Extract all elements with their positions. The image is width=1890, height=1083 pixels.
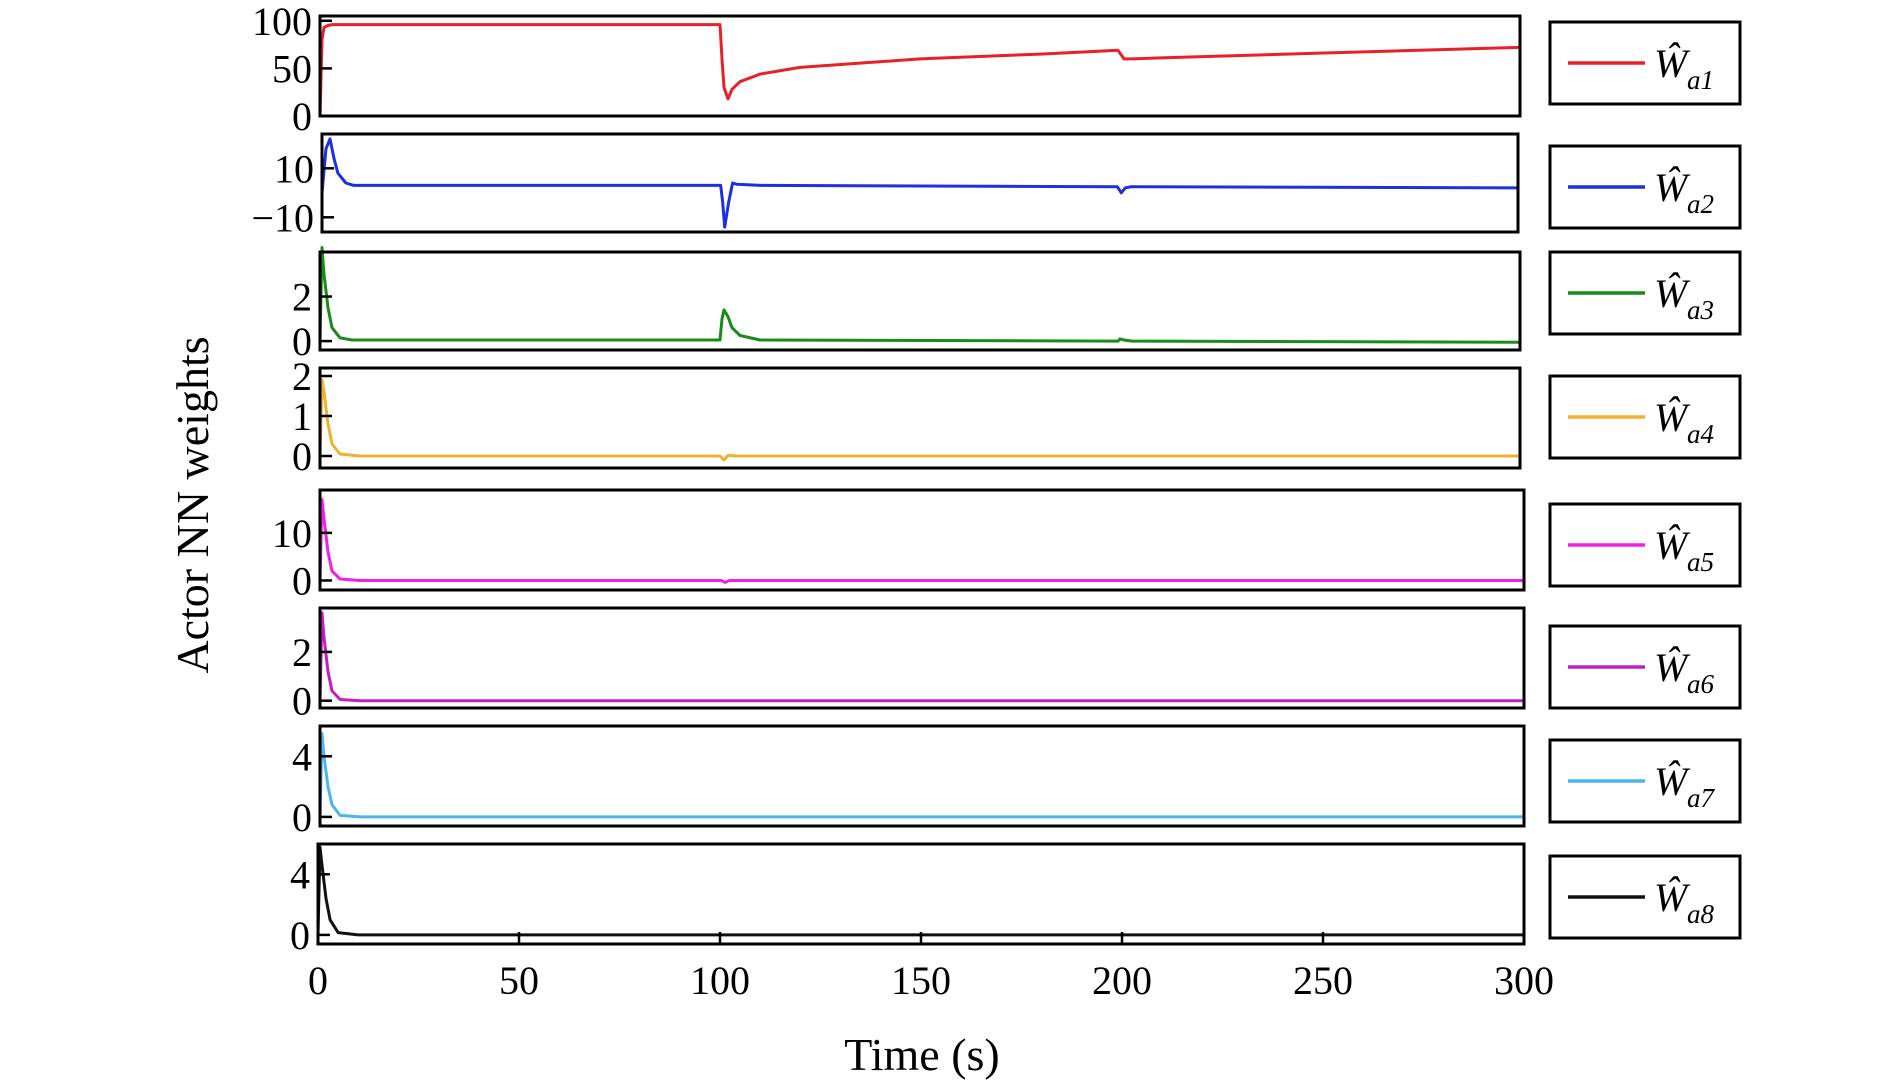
axes-frame-5 [318, 488, 1526, 592]
y-tick-label: 50 [272, 46, 312, 91]
legend-subscript: a4 [1687, 419, 1714, 449]
panel-6: 02 [292, 606, 1526, 724]
x-tick-label: 200 [1092, 958, 1152, 1003]
panel-7: 04 [292, 724, 1526, 840]
legend-label: Ŵ [1654, 645, 1691, 690]
x-tick-label: 50 [499, 958, 539, 1003]
legend-label: Ŵ [1654, 759, 1691, 804]
axes-frame-7 [318, 724, 1526, 828]
panel-8: 04 [290, 842, 1526, 958]
series-line-1 [318, 23, 1521, 117]
series-line-7 [318, 732, 1524, 819]
legend-subscript: a5 [1687, 547, 1714, 577]
legend-subscript: a2 [1687, 189, 1714, 219]
axes-frame-4 [318, 366, 1522, 470]
y-tick-label: −10 [251, 195, 314, 240]
series-line-4 [318, 378, 1520, 462]
legend-label: Ŵ [1654, 271, 1691, 316]
y-tick-label: 2 [292, 275, 312, 320]
series-line-2 [320, 137, 1519, 229]
legend-label: Ŵ [1654, 395, 1691, 440]
series-line-8 [316, 845, 1524, 937]
legend-subscript: a8 [1687, 899, 1715, 929]
y-tick-label: 0 [292, 795, 312, 840]
legend-subscript: a1 [1687, 65, 1714, 95]
series-line-5 [318, 498, 1524, 584]
y-tick-label: 0 [292, 558, 312, 603]
x-tick-label: 250 [1293, 958, 1353, 1003]
panel-4: 012 [292, 354, 1522, 479]
y-tick-label: 0 [292, 94, 312, 139]
y-tick-label: 4 [292, 734, 312, 779]
series-line-6 [318, 611, 1524, 703]
axes-frame-3 [318, 250, 1522, 352]
axes-frame-2 [320, 132, 1520, 234]
legend-subscript: a6 [1687, 669, 1715, 699]
x-axis-label: Time (s) [844, 1029, 1000, 1080]
y-tick-label: 1 [292, 394, 312, 439]
y-tick-label: 2 [292, 354, 312, 399]
legend-subscript: a3 [1687, 295, 1714, 325]
legend-label: Ŵ [1654, 41, 1691, 86]
y-tick-label: 0 [292, 434, 312, 479]
legend-label: Ŵ [1654, 875, 1691, 920]
axes-frame-6 [318, 606, 1526, 710]
x-tick-label: 300 [1494, 958, 1554, 1003]
y-tick-label: 4 [290, 852, 310, 897]
legend-label: Ŵ [1654, 165, 1691, 210]
panel-5: 010 [272, 488, 1526, 603]
legend-subscript: a7 [1687, 783, 1716, 813]
y-tick-label: 0 [290, 913, 310, 958]
x-tick-label: 0 [308, 958, 328, 1003]
series-line-3 [318, 246, 1521, 344]
y-tick-label: 0 [292, 319, 312, 364]
axes-frame-8 [316, 842, 1526, 946]
y-tick-label: 100 [252, 0, 312, 44]
y-tick-label: 10 [274, 146, 314, 191]
x-tick-label: 150 [891, 958, 951, 1003]
axes-frame-1 [318, 14, 1522, 118]
legend-label: Ŵ [1654, 523, 1691, 568]
x-tick-label: 100 [690, 958, 750, 1003]
y-tick-label: 2 [292, 630, 312, 675]
y-tick-label: 0 [292, 679, 312, 724]
panel-3: 02 [292, 246, 1522, 364]
y-tick-label: 10 [272, 511, 312, 556]
y-axis-label: Actor NN weights [167, 336, 218, 673]
